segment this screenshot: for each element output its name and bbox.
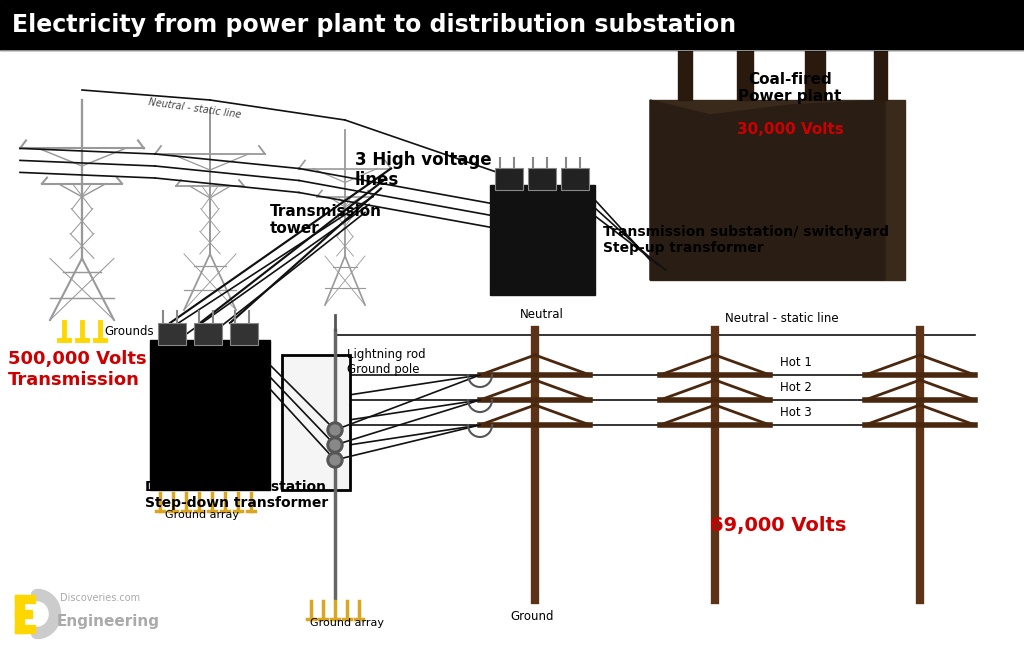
Text: Lightning rod
Ground pole: Lightning rod Ground pole: [347, 348, 426, 376]
Text: Coal-fired
Power plant: Coal-fired Power plant: [738, 72, 842, 104]
Text: Neutral - static line: Neutral - static line: [725, 312, 839, 325]
Text: ↳ Step: ↳ Step: [155, 440, 208, 454]
Bar: [15, 625, 35, 633]
Bar: [230, 323, 258, 345]
Bar: [15, 610, 32, 618]
Bar: [0, 0, 1024, 50]
Bar: [561, 168, 589, 190]
Text: Distribution substation
Step-down transformer: Distribution substation Step-down transf…: [145, 480, 329, 510]
Bar: [650, 100, 905, 280]
Text: 3 High voltage
lines: 3 High voltage lines: [355, 150, 492, 189]
Text: 69,000 Volts: 69,000 Volts: [710, 516, 847, 535]
Bar: [874, 0, 887, 100]
Text: 30,000 Volts: 30,000 Volts: [736, 122, 844, 137]
Bar: [158, 323, 186, 345]
Circle shape: [327, 422, 343, 438]
Bar: [150, 340, 270, 490]
Text: Electricity from power plant to distribution substation: Electricity from power plant to distribu…: [12, 13, 736, 37]
Text: Neutral - static line: Neutral - static line: [148, 97, 242, 120]
Bar: [194, 323, 222, 345]
Text: Neutral: Neutral: [520, 308, 564, 321]
Text: Engineering: Engineering: [57, 614, 160, 629]
Text: Grounds: Grounds: [104, 325, 154, 338]
Text: Discoveries.com: Discoveries.com: [60, 593, 140, 603]
Bar: [805, 0, 825, 100]
Text: Ground array: Ground array: [165, 510, 239, 520]
Bar: [490, 185, 595, 295]
Bar: [678, 0, 692, 100]
Circle shape: [327, 437, 343, 453]
Text: Transmission substation/ switchyard
Step-up transformer: Transmission substation/ switchyard Step…: [603, 225, 889, 255]
Polygon shape: [650, 100, 885, 280]
Circle shape: [330, 440, 340, 450]
Circle shape: [330, 425, 340, 435]
Text: Ground array: Ground array: [310, 618, 384, 628]
Circle shape: [327, 452, 343, 468]
Bar: [737, 0, 753, 100]
Text: Ground: Ground: [510, 610, 554, 623]
Text: Hot 1: Hot 1: [780, 356, 812, 369]
Bar: [495, 168, 523, 190]
Bar: [528, 168, 556, 190]
Bar: [282, 355, 350, 490]
Text: Hot 3: Hot 3: [780, 406, 812, 419]
Circle shape: [330, 455, 340, 465]
Text: Transmission
tower: Transmission tower: [270, 204, 382, 237]
Text: Hot 2: Hot 2: [780, 381, 812, 394]
Text: 500,000 Volts
Transmission: 500,000 Volts Transmission: [8, 350, 146, 389]
Bar: [15, 595, 24, 633]
Bar: [15, 595, 35, 603]
